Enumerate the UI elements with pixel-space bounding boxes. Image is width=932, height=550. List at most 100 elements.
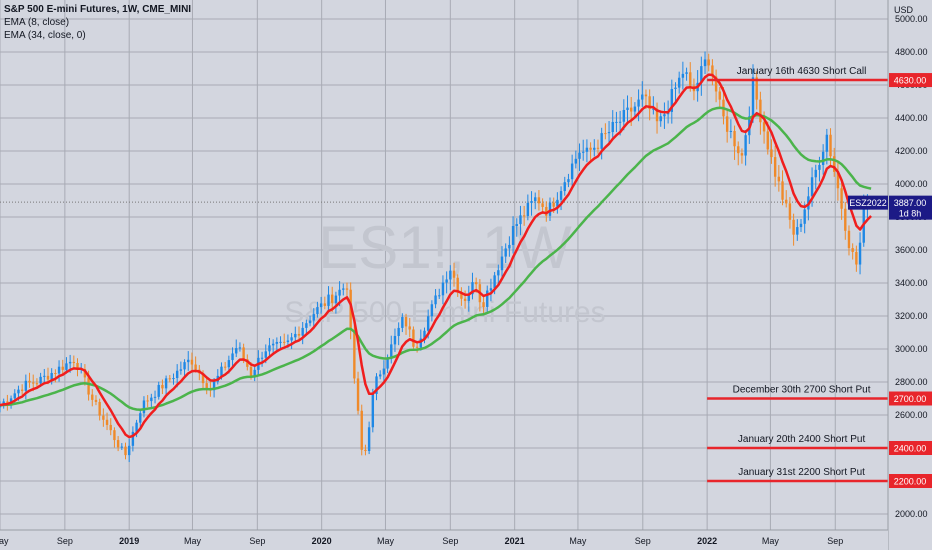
candle-body xyxy=(825,134,829,152)
candle-body xyxy=(91,394,94,400)
candle-body xyxy=(452,270,456,278)
candle-body xyxy=(604,133,607,135)
candle-body xyxy=(187,359,190,363)
candle-body xyxy=(759,99,762,123)
candle-body xyxy=(744,135,747,156)
x-tick-label: May xyxy=(762,536,780,546)
candle-body xyxy=(545,206,548,216)
ema-slow-line xyxy=(0,106,872,411)
candle-body xyxy=(205,383,208,390)
candle-body xyxy=(633,106,637,112)
candle-body xyxy=(729,130,733,132)
candle-body xyxy=(360,410,363,450)
y-tick-label: 3200.00 xyxy=(895,311,928,321)
ema-fast-legend[interactable]: EMA (8, close) xyxy=(4,17,70,28)
candle-body xyxy=(600,133,603,149)
candle-body xyxy=(821,151,825,166)
x-tick-label: Sep xyxy=(635,536,651,546)
candle-body xyxy=(76,362,79,370)
candle-body xyxy=(792,219,795,235)
y-tick-label: 4400.00 xyxy=(895,113,928,123)
candle-body xyxy=(46,375,50,380)
level-label: January 31st 2200 Short Put xyxy=(738,467,865,478)
candle-body xyxy=(737,146,740,154)
candle-body xyxy=(364,449,367,452)
candle-body xyxy=(172,378,175,380)
candle-body xyxy=(482,302,485,307)
candle-body xyxy=(131,431,135,446)
candle-body xyxy=(445,279,448,283)
countdown-text: 1d 8h xyxy=(899,209,922,219)
candle-body xyxy=(283,341,286,343)
candle-body xyxy=(17,389,20,394)
candle-body xyxy=(334,295,338,303)
candle-body xyxy=(663,114,666,117)
x-tick-label: 2022 xyxy=(697,536,717,546)
candle-body xyxy=(582,151,585,153)
candle-body xyxy=(50,373,53,380)
level-price-text: 4630.00 xyxy=(894,76,927,86)
candle-body xyxy=(508,244,511,249)
candle-body xyxy=(294,333,297,338)
candle-body xyxy=(681,73,685,78)
time-axis-background xyxy=(0,530,888,550)
symbol-title[interactable]: S&P 500 E-mini Futures, 1W, CME_MINI xyxy=(4,4,192,15)
candle-body xyxy=(20,389,24,391)
candle-body xyxy=(312,314,315,321)
candle-body xyxy=(6,401,9,403)
candle-body xyxy=(142,400,146,414)
x-tick-label: Sep xyxy=(57,536,73,546)
candle-body xyxy=(201,373,205,384)
y-tick-label: 5000.00 xyxy=(895,14,928,24)
candle-body xyxy=(227,360,231,368)
candle-body xyxy=(733,130,736,147)
candle-body xyxy=(342,288,345,290)
candle-body xyxy=(770,149,773,158)
candle-body xyxy=(644,94,648,97)
time-axis: May Sep 2019 May Sep 2020 May Sep 2021 May Sep 2022… xyxy=(0,529,888,550)
candle-body xyxy=(641,94,644,100)
candle-body xyxy=(574,158,578,164)
x-tick-label: May xyxy=(184,536,202,546)
candle-body xyxy=(648,96,651,110)
y-tick-label: 3000.00 xyxy=(895,344,928,354)
candle-body xyxy=(552,202,555,207)
current-symbol-text: ESZ2022 xyxy=(849,198,887,208)
candle-body xyxy=(393,335,397,345)
candle-body xyxy=(264,351,267,358)
y-tick-label: 4800.00 xyxy=(895,47,928,57)
candle-body xyxy=(522,215,526,217)
candle-body xyxy=(150,397,153,402)
candle-body xyxy=(353,329,356,379)
candle-body xyxy=(423,330,426,339)
candle-body xyxy=(652,108,655,110)
candle-body xyxy=(441,282,445,296)
candle-body xyxy=(153,396,157,398)
candle-body xyxy=(844,208,847,231)
candle-body xyxy=(327,294,330,306)
y-tick-label: 4000.00 xyxy=(895,179,928,189)
candle-body xyxy=(740,153,744,156)
candle-body xyxy=(689,72,692,86)
level-price-badge xyxy=(889,73,932,88)
price-axis: USD 2000.00 2200.00 2400.00 2600.00 2800.00 30… xyxy=(887,0,932,550)
ema-slow-legend[interactable]: EMA (34, close, 0) xyxy=(4,30,86,41)
candle-body xyxy=(375,376,378,394)
candle-body xyxy=(43,375,46,377)
candle-body xyxy=(28,380,31,383)
candle-body xyxy=(345,288,349,290)
candle-body xyxy=(655,108,659,122)
candle-body xyxy=(755,77,758,100)
candle-body xyxy=(109,424,112,431)
candle-body xyxy=(127,445,131,456)
grid xyxy=(0,0,888,530)
candle-body xyxy=(175,370,179,379)
candle-body xyxy=(796,227,799,235)
candle-body xyxy=(460,292,463,299)
y-tick-label: 4200.00 xyxy=(895,146,928,156)
candle-body xyxy=(567,179,570,183)
candle-body xyxy=(116,440,120,448)
candle-body xyxy=(356,378,360,411)
